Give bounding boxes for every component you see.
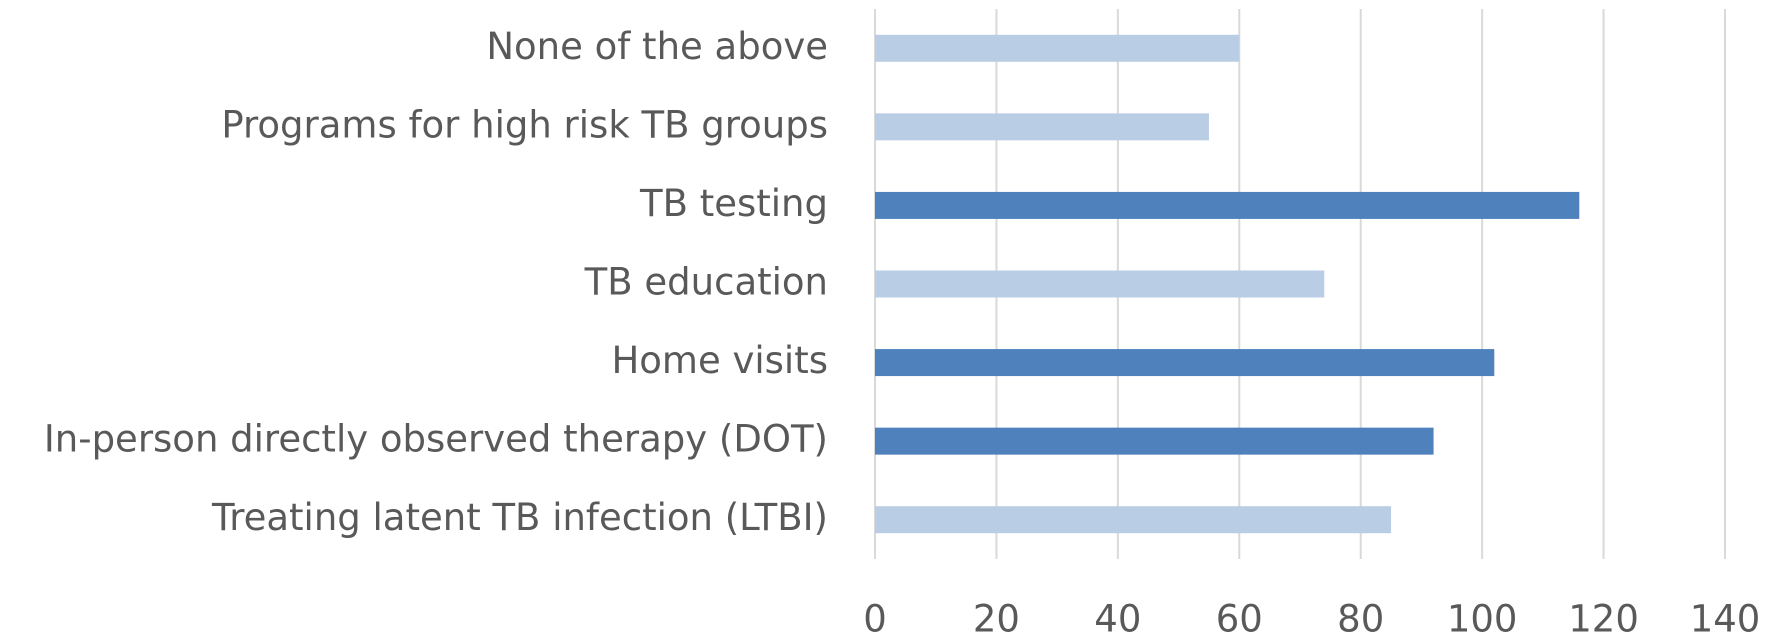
y-tick-label: Programs for high risk TB groups bbox=[221, 103, 828, 146]
bar bbox=[875, 113, 1209, 141]
x-tick-label: 140 bbox=[1690, 598, 1761, 639]
bar bbox=[875, 34, 1240, 62]
x-tick-label: 0 bbox=[863, 598, 887, 639]
y-tick-label: Treating latent TB infection (LTBI) bbox=[211, 496, 828, 539]
y-tick-label: In-person directly observed therapy (DOT… bbox=[44, 418, 828, 461]
bar bbox=[875, 270, 1325, 298]
x-tick-label: 60 bbox=[1216, 598, 1263, 639]
bar bbox=[875, 427, 1434, 455]
x-tick-label: 40 bbox=[1094, 598, 1141, 639]
x-tick-label: 100 bbox=[1447, 598, 1518, 639]
y-tick-label: TB education bbox=[584, 261, 828, 304]
x-tick-label: 120 bbox=[1568, 598, 1639, 639]
x-tick-label: 80 bbox=[1337, 598, 1384, 639]
y-tick-label: Home visits bbox=[611, 339, 828, 382]
y-tick-label: None of the above bbox=[486, 25, 828, 68]
y-tick-label: TB testing bbox=[639, 182, 828, 225]
bar bbox=[875, 191, 1580, 219]
x-tick-label: 20 bbox=[973, 598, 1020, 639]
bar bbox=[875, 349, 1495, 377]
bar bbox=[875, 506, 1392, 534]
